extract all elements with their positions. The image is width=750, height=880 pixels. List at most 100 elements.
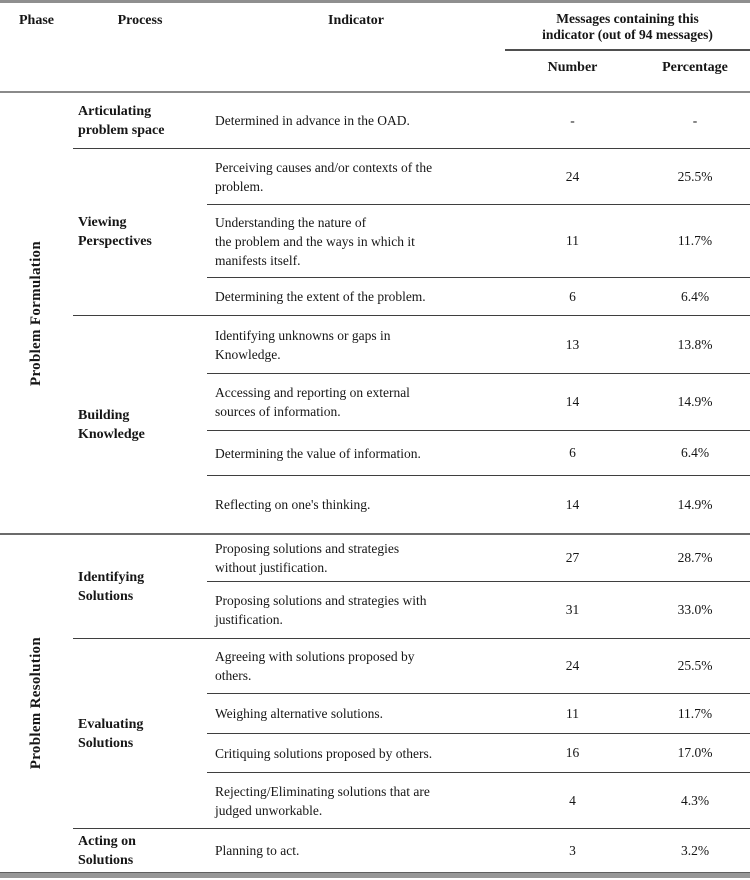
indicator-percentage: 25.5% — [677, 658, 713, 673]
col-header-number: Number — [547, 60, 598, 75]
indicator-row: Agreeing with solutions proposed by othe… — [207, 639, 750, 693]
indicator-number: 6 — [569, 445, 576, 460]
process-body: Planning to act. 3 3.2% — [207, 829, 750, 872]
indicator-number: 14 — [565, 394, 580, 409]
indicator-text: Weighing alternative solutions. — [215, 706, 384, 721]
process-cell: Articulating problem space — [73, 93, 207, 148]
indicator-percentage: 3.2% — [680, 842, 710, 858]
indicator-row: Identifying unknowns or gaps in Knowledg… — [207, 316, 750, 373]
process-row: Acting on Solutions Planning to act. 3 3.2% — [73, 828, 750, 872]
table-bottom-rule — [0, 872, 750, 878]
indicator-text: Critiquing solutions proposed by others. — [215, 745, 433, 761]
indicator-text: Determining the extent of the problem. — [215, 289, 426, 304]
indicator-text: Understanding the nature of the problem … — [215, 214, 415, 268]
indicator-percentage: 14.9% — [677, 394, 713, 409]
indicator-row: Planning to act. 3 3.2% — [207, 829, 750, 872]
indicator-text: Reflecting on one's thinking. — [215, 497, 371, 512]
table-top-rule — [0, 0, 750, 3]
phase-cell: Problem Resolution — [0, 535, 73, 872]
process-body: Identifying unknowns or gaps in Knowledg… — [207, 316, 750, 533]
indicator-percentage: - — [692, 112, 698, 128]
process-row: Identifying Solutions Proposing solutions… — [73, 535, 750, 638]
process-cell: Evaluating Solutions — [73, 639, 207, 828]
indicator-percentage: 25.5% — [677, 168, 713, 184]
indicator-number: 6 — [569, 288, 576, 304]
indicator-percentage: 17.0% — [677, 745, 713, 760]
indicator-row: Determining the value of information. 6 6.… — [207, 430, 750, 475]
process-label: Acting on Solutions — [78, 833, 136, 868]
indicator-text: Proposing solutions and strategies witho… — [215, 541, 400, 575]
process-label: Identifying Solutions — [78, 569, 145, 604]
process-cell: Acting on Solutions — [73, 829, 207, 872]
indicator-percentage: 14.9% — [677, 496, 713, 512]
indicator-number: 24 — [565, 168, 580, 184]
indicator-row: Rejecting/Eliminating solutions that are… — [207, 772, 750, 828]
process-cell: Viewing Perspectives — [73, 149, 207, 315]
process-row: Viewing Perspectives Perceiving causes an… — [73, 148, 750, 315]
indicator-row: Critiquing solutions proposed by others.… — [207, 733, 750, 772]
indicator-percentage: 28.7% — [677, 550, 713, 565]
indicator-percentage: 4.3% — [680, 792, 710, 808]
indicator-row: Accessing and reporting on external sour… — [207, 373, 750, 430]
indicator-text: Identifying unknowns or gaps in Knowledg… — [215, 327, 391, 362]
indicator-percentage: 13.8% — [677, 336, 713, 352]
process-row: Articulating problem space Determined in … — [73, 93, 750, 148]
process-cell: Identifying Solutions — [73, 535, 207, 638]
indicator-text: Proposing solutions and strategies with … — [215, 593, 427, 627]
process-label: Building Knowledge — [78, 407, 145, 442]
indicator-row: Perceiving causes and/or contexts of the… — [207, 149, 750, 204]
indicator-percentage: 6.4% — [680, 445, 710, 460]
indicator-number: 27 — [565, 550, 580, 565]
indicator-number: 11 — [566, 233, 579, 248]
table-header-row: Phase Process Indicator Messages contain… — [0, 3, 750, 93]
phase-cell: Problem Formulation — [0, 93, 73, 533]
messages-group-title: Messages containing this indicator (out … — [505, 3, 750, 51]
process-row: Building Knowledge Identifying unknowns o… — [73, 315, 750, 533]
indicator-percentage: 33.0% — [677, 602, 713, 617]
indicator-row: Determining the extent of the problem. 6 6… — [207, 277, 750, 315]
phase-body: Identifying Solutions Proposing solutions… — [73, 535, 750, 872]
indicator-percentage: 6.4% — [680, 288, 710, 304]
process-label: Viewing Perspectives — [78, 215, 152, 249]
indicator-row: Determined in advance in the OAD. - - — [207, 93, 750, 148]
indicator-text: Determining the value of information. — [215, 445, 421, 461]
indicator-number: 11 — [566, 705, 579, 721]
phase-section: Problem Resolution Identifying Solutions P… — [0, 533, 750, 872]
phase-section: Problem Formulation Articulating problem … — [0, 93, 750, 533]
phase-body: Articulating problem space Determined in … — [73, 93, 750, 533]
process-label: Articulating problem space — [78, 103, 165, 138]
indicator-percentage: 11.7% — [677, 705, 713, 721]
indicator-text: Determined in advance in the OAD. — [215, 113, 410, 128]
table-body: Problem Formulation Articulating problem … — [0, 93, 750, 872]
indicator-text: Perceiving causes and/or contexts of the… — [215, 159, 433, 194]
process-cell: Building Knowledge — [73, 316, 207, 533]
col-header-phase: Phase — [19, 13, 54, 28]
indicator-row: Proposing solutions and strategies with … — [207, 581, 750, 638]
indicator-row: Proposing solutions and strategies witho… — [207, 535, 750, 581]
process-body: Perceiving causes and/or contexts of the… — [207, 149, 750, 315]
indicator-text: Accessing and reporting on external sour… — [215, 385, 410, 419]
col-header-messages-group: Messages containing this indicator (out … — [505, 3, 750, 91]
indicator-number: 3 — [569, 842, 576, 858]
process-body: Agreeing with solutions proposed by othe… — [207, 639, 750, 828]
col-header-percentage: Percentage — [662, 60, 728, 75]
indicator-row: Reflecting on one's thinking. 14 14.9% — [207, 475, 750, 533]
process-label: Evaluating Solutions — [78, 716, 144, 751]
indicator-text: Planning to act. — [215, 843, 300, 858]
col-header-process: Process — [117, 13, 163, 28]
indicator-number: 14 — [565, 496, 580, 512]
indicator-number: 13 — [565, 336, 580, 352]
indicator-row: Weighing alternative solutions. 11 11.7% — [207, 693, 750, 733]
indicator-text: Agreeing with solutions proposed by othe… — [215, 649, 415, 683]
process-row: Evaluating Solutions Agreeing with soluti… — [73, 638, 750, 828]
indicator-percentage: 11.7% — [677, 233, 713, 248]
indicator-number: 16 — [565, 745, 580, 760]
indicator-number: 24 — [565, 658, 580, 673]
indicator-row: Understanding the nature of the problem … — [207, 204, 750, 277]
process-body: Determined in advance in the OAD. - - — [207, 93, 750, 148]
phase-label: Problem Resolution — [28, 637, 44, 770]
process-body: Proposing solutions and strategies witho… — [207, 535, 750, 638]
indicator-number: - — [570, 112, 575, 128]
phase-label: Problem Formulation — [28, 240, 44, 386]
